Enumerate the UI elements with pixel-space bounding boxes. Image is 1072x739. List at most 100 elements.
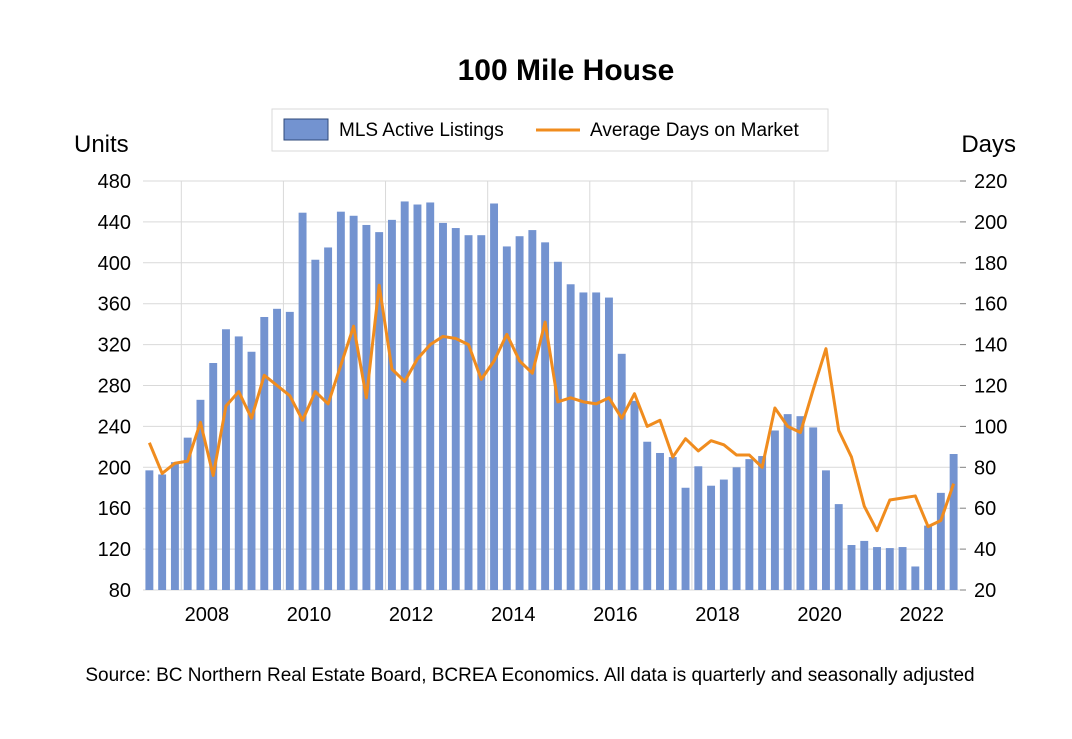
bar-listings: [796, 416, 805, 590]
left-tick-label: 80: [109, 580, 131, 602]
bar-listings: [783, 414, 792, 590]
x-tick-label: 2014: [491, 604, 536, 626]
bar-listings: [936, 492, 945, 590]
bar-listings: [247, 351, 256, 590]
bar-listings: [822, 470, 830, 590]
right-axis-ticks: 20 40 60 80 100 120 140 160 180 200 220: [960, 171, 1007, 602]
bar-listings: [681, 487, 690, 590]
bar-listings: [847, 545, 856, 590]
right-axis-title: Days: [961, 131, 1016, 158]
bar-listings: [362, 224, 371, 590]
bar-listings: [464, 235, 473, 590]
bar-listings: [196, 399, 205, 590]
right-tick-label: 140: [974, 335, 1007, 357]
bars-listings: [145, 201, 958, 591]
bar-listings: [617, 353, 626, 590]
bar-listings: [719, 479, 728, 590]
left-tick-label: 200: [98, 457, 131, 479]
bar-listings: [924, 525, 933, 590]
bar-listings: [260, 316, 269, 590]
bar-listings: [170, 462, 179, 590]
right-tick-label: 200: [974, 212, 1007, 234]
left-tick-label: 280: [98, 376, 131, 398]
bar-listings: [592, 292, 601, 590]
chart-title: 100 Mile House: [458, 54, 675, 87]
bar-listings: [324, 247, 333, 590]
left-tick-label: 160: [98, 498, 131, 520]
left-tick-label: 120: [98, 539, 131, 561]
right-tick-label: 20: [974, 580, 996, 602]
x-tick-label: 2020: [797, 604, 842, 626]
bar-listings: [349, 215, 358, 590]
legend-label-listings: MLS Active Listings: [339, 120, 504, 141]
series-line-days-on-market: [147, 283, 956, 533]
bar-listings: [873, 547, 881, 590]
bar-listings: [387, 219, 396, 591]
x-tick-label: 2016: [593, 604, 638, 626]
left-tick-label: 480: [98, 171, 131, 193]
x-tick-label: 2010: [287, 604, 332, 626]
bar-listings: [668, 457, 677, 590]
left-axis-title: Units: [74, 131, 129, 158]
bar-listings: [515, 236, 524, 590]
bar-listings: [541, 242, 550, 590]
bar-listings: [375, 232, 384, 590]
left-tick-label: 320: [98, 335, 131, 357]
bar-listings: [707, 485, 716, 590]
bar-listings: [400, 201, 409, 590]
x-axis-ticks: 2008 2010 2012 2014 2016 2018 2020 2022: [185, 604, 944, 626]
right-tick-label: 60: [974, 498, 996, 520]
left-tick-label: 360: [98, 294, 131, 316]
bar-listings: [898, 547, 907, 590]
bar-listings: [770, 430, 779, 590]
bar-listings: [732, 467, 741, 590]
bar-listings: [885, 548, 894, 590]
x-tick-label: 2022: [899, 604, 944, 626]
right-tick-label: 80: [974, 457, 996, 479]
bar-listings: [566, 284, 575, 590]
bar-listings: [694, 466, 703, 590]
bar-listings: [860, 540, 869, 590]
bar-listings: [273, 308, 281, 590]
bar-listings: [336, 211, 345, 591]
bar-listings: [502, 246, 511, 590]
bar-listings: [234, 336, 243, 590]
bar-listings: [949, 454, 958, 590]
bar-listings: [311, 259, 320, 590]
x-tick-label: 2012: [389, 604, 434, 626]
left-tick-label: 400: [98, 253, 131, 275]
bar-listings: [528, 230, 537, 590]
bar-listings: [490, 203, 499, 590]
bar-listings: [911, 566, 920, 590]
source-note: Source: BC Northern Real Estate Board, B…: [85, 665, 974, 686]
bar-listings: [439, 222, 447, 591]
right-tick-label: 220: [974, 171, 1007, 193]
legend-label-days: Average Days on Market: [590, 120, 799, 141]
right-tick-label: 160: [974, 294, 1007, 316]
bar-listings: [745, 459, 754, 590]
bar-listings: [604, 297, 613, 590]
right-tick-label: 180: [974, 253, 1007, 275]
right-tick-label: 40: [974, 539, 996, 561]
left-axis-ticks: 80 120 160 200 240 280 320 360 400 440 480: [98, 171, 131, 602]
legend-bar-swatch: [283, 118, 329, 141]
bar-listings: [183, 437, 192, 590]
left-tick-label: 440: [98, 212, 131, 234]
bar-listings: [809, 427, 818, 590]
bar-listings: [553, 261, 562, 590]
x-tick-label: 2018: [695, 604, 740, 626]
gridlines: [143, 180, 960, 591]
bar-listings: [834, 504, 843, 590]
bar-listings: [285, 311, 294, 590]
bar-listings: [222, 329, 230, 590]
bar-listings: [579, 292, 588, 590]
bar-listings: [451, 228, 460, 590]
bar-listings: [758, 456, 767, 590]
right-tick-label: 120: [974, 376, 1007, 398]
left-tick-label: 240: [98, 416, 131, 438]
bar-listings: [298, 212, 307, 590]
bar-listings: [630, 400, 639, 590]
bar-listings: [477, 235, 486, 590]
bar-listings: [145, 470, 154, 590]
